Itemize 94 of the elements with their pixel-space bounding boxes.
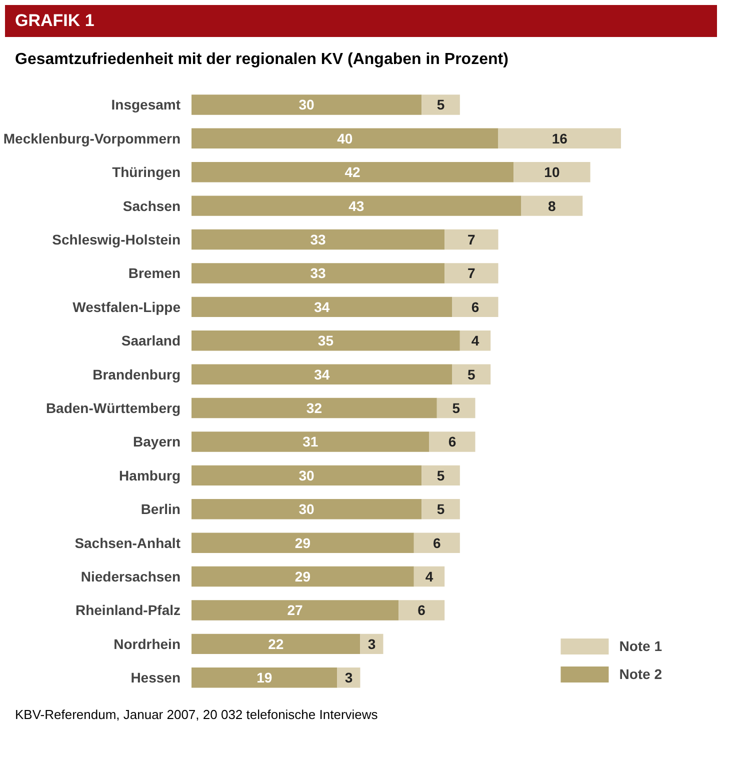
- bar: [337, 668, 360, 688]
- data-label: 8: [548, 198, 556, 214]
- data-label: 6: [433, 534, 442, 551]
- bar: [414, 532, 460, 554]
- data-label: 6: [418, 602, 426, 618]
- data-label: 33: [310, 232, 326, 248]
- data-label: 31: [302, 434, 318, 450]
- bar: [192, 230, 445, 250]
- bar: [422, 465, 460, 486]
- bar: [436, 398, 476, 418]
- bar: [192, 600, 399, 620]
- bar: [444, 230, 498, 250]
- y-tick-label: Sachsen: [122, 198, 181, 214]
- data-label: 22: [268, 636, 284, 652]
- y-tick-label: Bayern: [133, 434, 180, 450]
- bar: [422, 499, 460, 520]
- data-label: 27: [287, 602, 304, 618]
- data-label: 4: [425, 568, 434, 585]
- bar: [429, 432, 476, 452]
- bar: [192, 296, 452, 318]
- data-label: 32: [306, 400, 322, 416]
- y-tick-label: Nordrhein: [114, 636, 180, 652]
- data-label: 34: [314, 366, 330, 382]
- bar: [192, 499, 422, 520]
- data-label: 3: [344, 670, 353, 686]
- data-label: 34: [314, 299, 330, 316]
- bar: [521, 196, 583, 216]
- data-label: 7: [468, 232, 476, 248]
- data-label: 6: [471, 299, 480, 316]
- bar: [414, 566, 445, 587]
- legend-label: Note 2: [619, 666, 662, 682]
- data-label: 30: [298, 468, 315, 484]
- y-tick-label: Berlin: [140, 501, 181, 518]
- bar: [422, 94, 460, 115]
- data-label: 30: [298, 501, 315, 518]
- data-label: 40: [337, 130, 353, 147]
- y-tick-label: Sachsen-Anhalt: [74, 534, 181, 551]
- data-label: 4: [471, 332, 480, 349]
- data-label: 29: [294, 534, 311, 551]
- y-tick-label: Hamburg: [119, 468, 181, 484]
- data-label: 5: [468, 366, 476, 382]
- y-tick-label: Niedersachsen: [80, 568, 181, 585]
- bar: [192, 330, 460, 351]
- bar: [444, 263, 498, 284]
- data-label: 16: [552, 130, 568, 147]
- bar: [398, 600, 445, 620]
- data-label: 5: [436, 468, 445, 484]
- y-tick-label: Baden-Württemberg: [46, 400, 181, 416]
- bar: [192, 432, 430, 452]
- data-label: 30: [298, 96, 315, 113]
- data-label: 33: [310, 265, 326, 282]
- y-tick-label: Westfalen-Lippe: [72, 299, 181, 316]
- bar: [192, 398, 437, 418]
- y-tick-label: Brandenburg: [92, 366, 180, 382]
- data-label: 3: [368, 636, 376, 652]
- data-label: 35: [318, 332, 334, 349]
- chart-subtitle: Gesamtzufriedenheit mit der regionalen KV (Angaben in Prozent): [15, 50, 508, 70]
- y-tick-label: Mecklenburg-Vorpommern: [3, 130, 181, 147]
- bar: [192, 566, 414, 587]
- bar: [452, 364, 491, 385]
- data-label: 6: [448, 434, 456, 450]
- y-tick-label: Rheinland-Pfalz: [75, 602, 181, 618]
- bar: [192, 532, 414, 554]
- data-label: 5: [436, 96, 445, 113]
- text: KBV-Referendum, Januar 2007, 20 032 telefonische Interviews: [15, 706, 378, 724]
- bar: [452, 296, 498, 318]
- bar: [192, 465, 422, 486]
- y-tick-label: Bremen: [128, 265, 181, 282]
- bar: [192, 364, 452, 385]
- bar: [514, 162, 590, 182]
- legend-label: Note 1: [619, 638, 662, 654]
- y-tick-label: Saarland: [121, 332, 181, 349]
- bar: [192, 128, 498, 149]
- data-label: 5: [452, 400, 460, 416]
- bar: [460, 330, 491, 351]
- data-label: 7: [468, 265, 476, 282]
- data-label: 43: [348, 198, 364, 214]
- bar: [192, 94, 422, 115]
- data-label: 10: [544, 164, 560, 180]
- bar: [192, 263, 445, 284]
- data-label: 42: [344, 164, 361, 180]
- text: GRAFIK 1: [15, 10, 94, 32]
- y-tick-label: Insgesamt: [111, 96, 181, 113]
- data-label: 29: [294, 568, 311, 585]
- data-label: 19: [256, 670, 272, 686]
- data-label: 5: [436, 501, 445, 518]
- bar: [192, 162, 514, 182]
- bar: [192, 196, 522, 216]
- y-tick-label: Hessen: [130, 670, 181, 686]
- bar: [192, 668, 338, 688]
- bar: [498, 128, 621, 149]
- y-tick-label: Thüringen: [112, 164, 181, 180]
- bar: [192, 634, 360, 654]
- y-tick-label: Schleswig-Holstein: [52, 232, 180, 248]
